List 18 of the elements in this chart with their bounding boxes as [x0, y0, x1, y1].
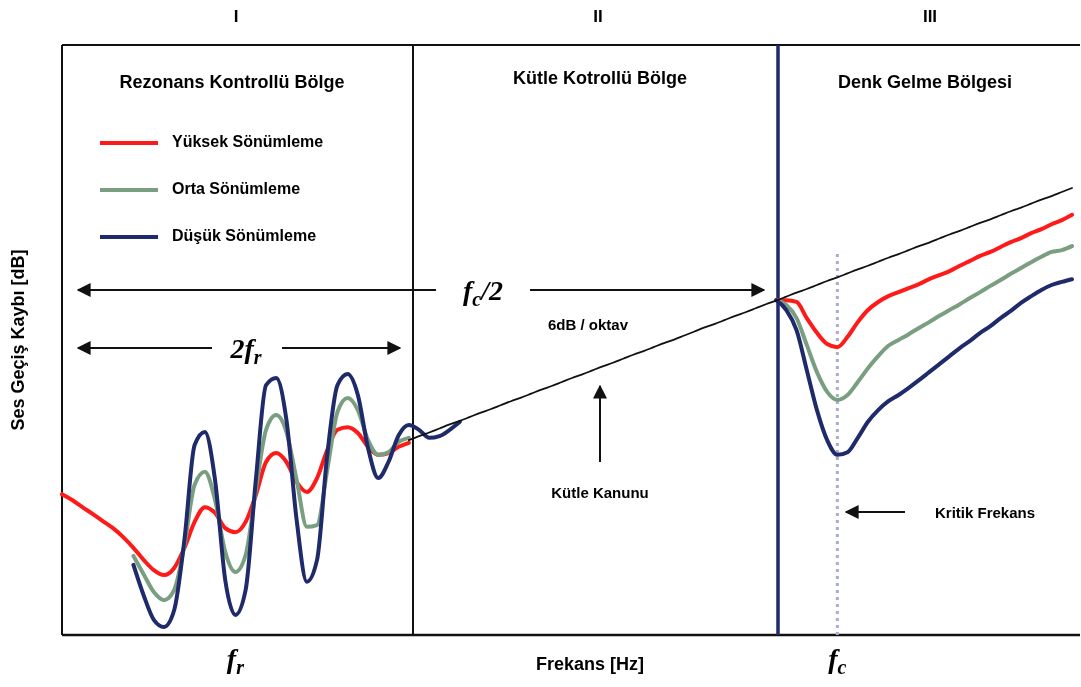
text: I [233, 7, 239, 26]
y-axis-title: Ses Geçiş Kaybı [dB] [8, 249, 28, 431]
legend-label: Düşük Sönümleme [172, 227, 317, 245]
annotation: f$_{c}$/2 [463, 275, 503, 310]
annotation: Kütle Kanunu [551, 484, 649, 501]
x-axis-title: Frekans [Hz] [535, 654, 645, 674]
x-tick-label: f$_{c}$ [828, 643, 847, 678]
text: Rezonans Kontrollü Bölge [119, 72, 345, 92]
legend-label: Yüksek Sönümleme [172, 133, 324, 151]
text: III [922, 7, 938, 26]
text: II [593, 7, 603, 26]
x-tick-label: f$_{r}$ [226, 643, 245, 678]
text: Denk Gelme Bölgesi [837, 72, 1013, 92]
annotation: 2f$_{r}$ [229, 333, 262, 368]
annotation: 6dB / oktav [547, 316, 629, 333]
legend-label: Orta Sönümleme [172, 180, 301, 198]
text: Kütle Kotrollü Bölge [513, 68, 687, 88]
annotation: Kritik Frekans [934, 504, 1036, 521]
